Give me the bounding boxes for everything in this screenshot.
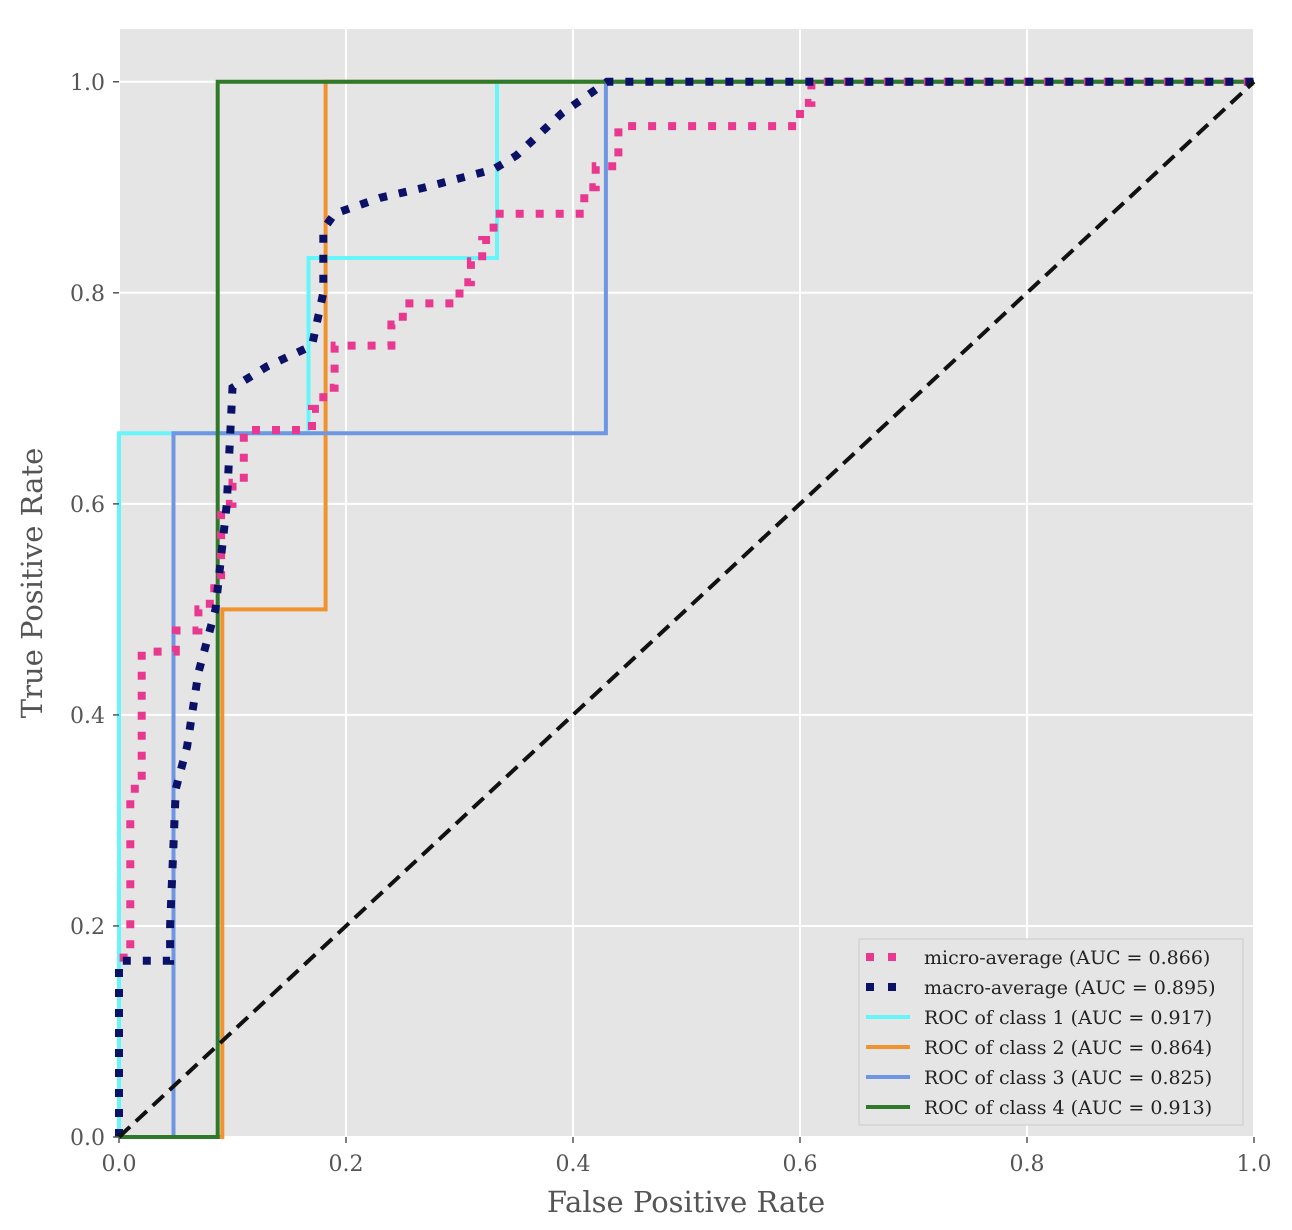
x-tick-label: 1.0: [1237, 1152, 1272, 1177]
legend-entry-2: macro-average (AUC = 0.895): [924, 977, 1216, 999]
x-axis-title: False Positive Rate: [547, 1185, 825, 1219]
x-tick-label: 0.6: [783, 1152, 818, 1177]
x-tick-label: 0.0: [102, 1152, 137, 1177]
legend-entry-1: micro-average (AUC = 0.866): [924, 947, 1210, 969]
series-line-2: [115, 77, 1254, 1137]
x-tick-label: 0.8: [1010, 1152, 1045, 1177]
y-tick-label: 0.0: [70, 1126, 105, 1151]
grid-lines: [118, 29, 1255, 1138]
y-axis-ticks: 0.0 0.2 0.4 0.6 0.8 1.0: [70, 71, 119, 1151]
y-axis-title: True Positive Rate: [15, 448, 49, 719]
legend-entry-4: ROC of class 2 (AUC = 0.864): [924, 1037, 1212, 1059]
y-tick-label: 0.8: [70, 282, 105, 307]
series-line-1: [115, 77, 1254, 1137]
y-tick-label: 0.6: [70, 493, 105, 518]
reference-diagonal-line: [117, 80, 1256, 1139]
y-tick-label: 0.4: [70, 704, 105, 729]
legend-entry-6: ROC of class 4 (AUC = 0.913): [924, 1097, 1212, 1119]
legend-box: [858, 938, 1244, 1126]
curves: [115, 77, 1256, 1139]
y-tick-label: 1.0: [70, 71, 105, 96]
legend-entry-3: ROC of class 1 (AUC = 0.917): [924, 1007, 1212, 1029]
legend-entry-5: ROC of class 3 (AUC = 0.825): [924, 1067, 1212, 1089]
legend: micro-average (AUC = 0.866) macro-average…: [858, 938, 1244, 1126]
x-tick-label: 0.2: [329, 1152, 364, 1177]
x-axis-ticks: 0.0 0.2 0.4 0.6 0.8 1.0: [102, 1137, 1272, 1177]
x-tick-label: 0.4: [556, 1152, 591, 1177]
y-tick-label: 0.2: [70, 915, 105, 940]
